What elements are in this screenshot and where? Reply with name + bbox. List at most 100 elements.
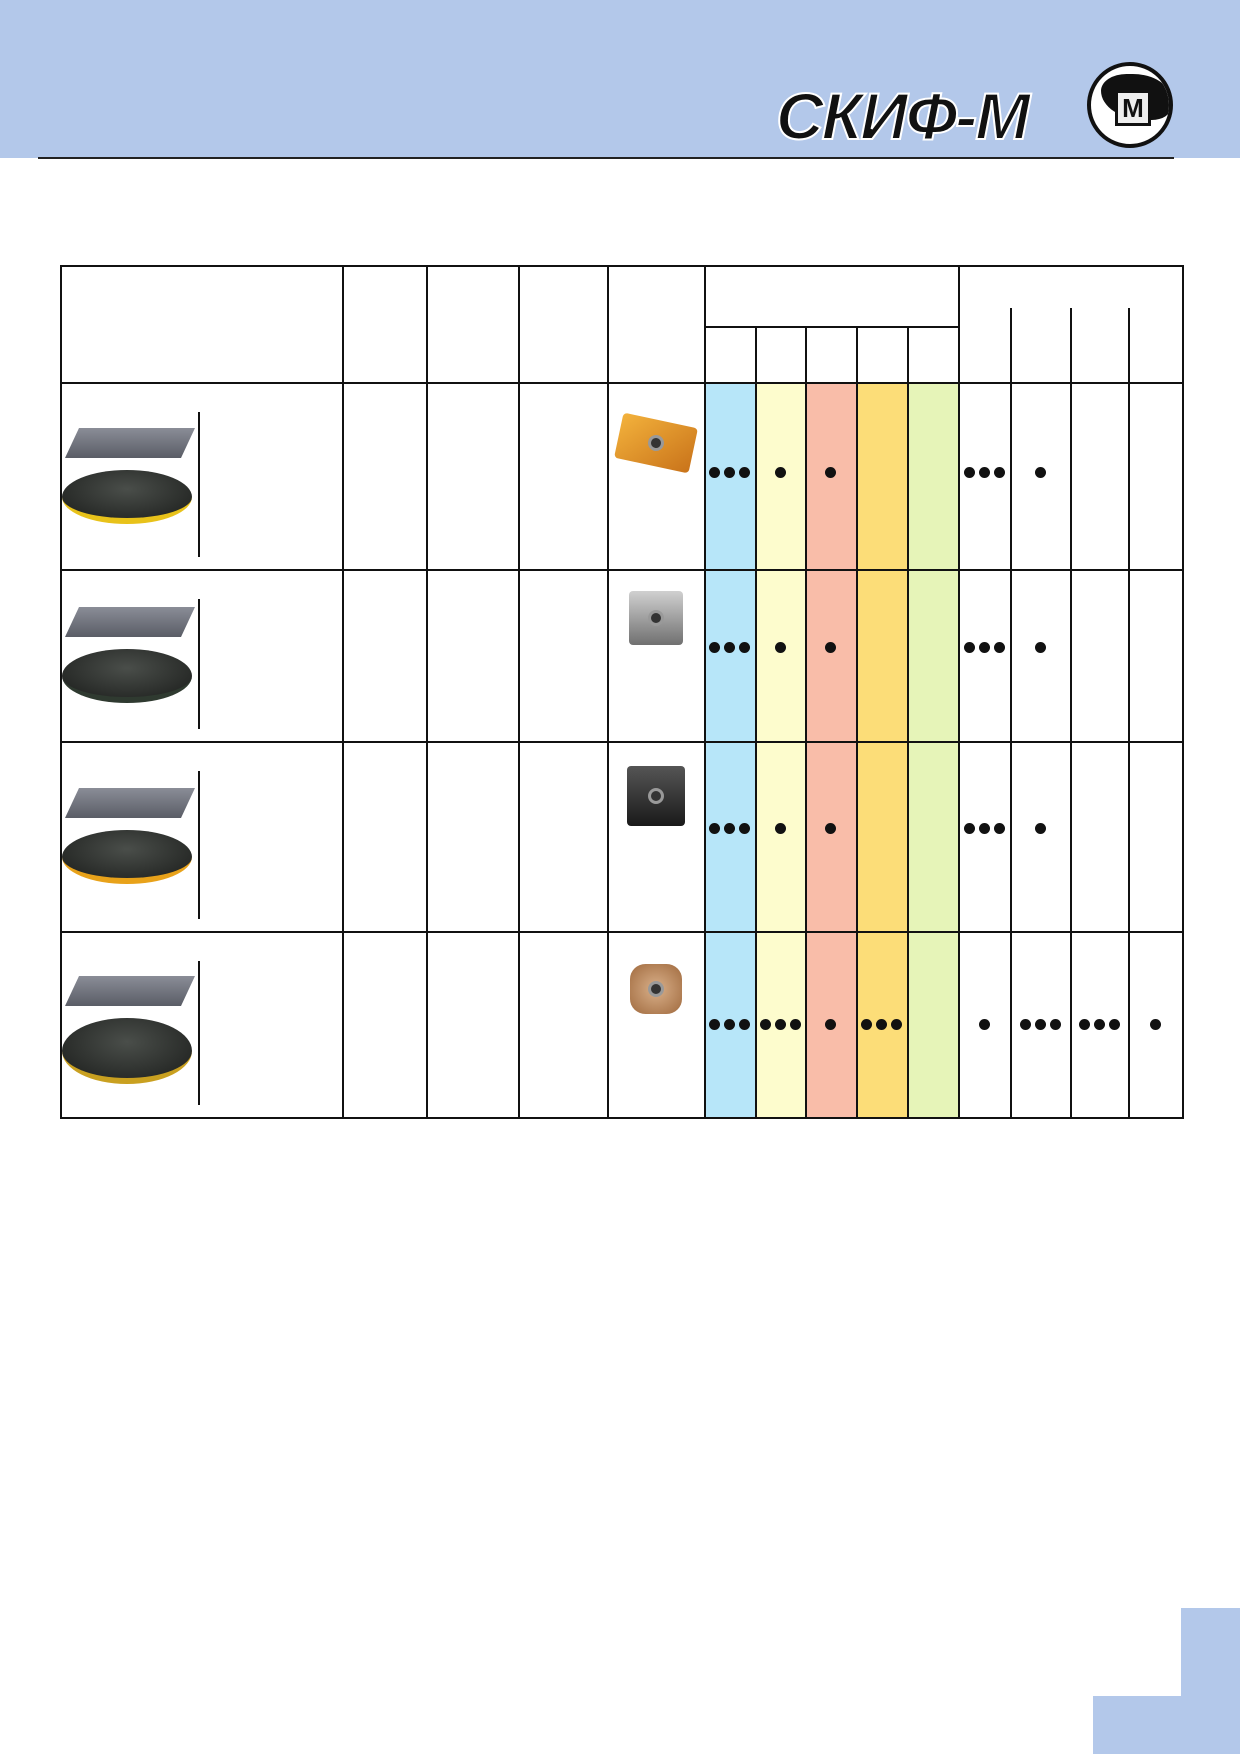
table-line [60,569,1184,571]
rating-dot [963,822,975,834]
table-line [1010,308,1012,1117]
rating-dot [993,822,1005,834]
rating-dot [963,641,975,653]
rating-dots [1070,1018,1128,1030]
milling-cutter-image [62,830,192,884]
rating-dot [1034,822,1046,834]
rating-dot [774,467,786,478]
rating-dot [1108,1018,1120,1030]
rating-dot [978,1018,990,1030]
rating-dot [963,467,975,478]
rating-dots [1010,467,1070,479]
table-line [958,265,960,1119]
rating-dot [993,641,1005,653]
rating-dot [724,822,735,834]
rating-dot [825,822,836,834]
milling-cutter-image [62,1018,192,1084]
rating-dot [739,641,750,653]
rating-dot [993,467,1005,478]
rating-dot [1019,1018,1031,1030]
rating-dots [805,822,856,834]
rating-dot [1149,1018,1161,1030]
rating-dot [978,822,990,834]
table-line [426,265,428,1119]
rating-dot [724,1018,735,1030]
rating-dot [825,641,836,653]
rating-dot [739,467,750,478]
rating-dots [958,641,1010,653]
grey-square-insert-image [628,591,683,645]
rating-dot [774,1018,786,1030]
table-line [755,327,757,1117]
rating-dots [755,641,805,653]
rating-dot [978,467,990,478]
rating-dot [709,467,720,478]
image-divider [198,412,200,557]
rating-dots [1010,822,1070,834]
rating-dots [958,1018,1010,1030]
rating-dots [1010,641,1070,653]
table-line [60,265,62,1119]
orange-square-insert-image [613,412,698,473]
rating-dot [739,822,750,834]
rating-dot [709,1018,720,1030]
rating-dot [1034,467,1046,478]
rating-dots [704,641,755,653]
table-line [60,1117,1184,1119]
rating-dots [805,641,856,653]
material-column-fill [856,382,907,1117]
rating-dot [789,1018,801,1030]
table-line [1070,308,1072,1117]
rating-dots [755,1018,805,1030]
rating-dot [876,1018,887,1030]
rating-dot [1078,1018,1090,1030]
image-divider [198,961,200,1105]
rating-dot [1034,1018,1046,1030]
rating-dot [724,641,735,653]
material-column-fill [907,382,958,1117]
octagonal-insert-image [629,964,682,1014]
header-rule [38,157,1174,159]
table-line [1128,308,1130,1117]
rating-dot [774,822,786,834]
table-line [607,265,609,1119]
logo: СКИФ-М [775,78,1031,154]
rating-dot [978,641,990,653]
rating-dots [704,822,755,834]
table-line [704,265,706,1119]
rating-dot [1034,641,1046,653]
logo-emblem: М [1087,62,1173,148]
workpiece-image [65,427,195,458]
rating-dot [739,1018,750,1030]
page-tab-base [1093,1696,1240,1754]
table-line [856,327,858,1117]
table-line [60,265,1184,267]
table-line [60,931,1184,933]
rating-dots [958,467,1010,479]
rating-dot [825,467,836,478]
table-line [60,741,1184,743]
image-divider [198,771,200,919]
material-column-fill [704,382,755,1117]
rating-dots [805,467,856,479]
workpiece-image [65,788,195,818]
rating-dots [958,822,1010,834]
workpiece-image [65,976,195,1006]
table-line [1182,265,1184,1119]
table-line [518,265,520,1119]
table-line [907,327,909,1117]
rating-dot [774,641,786,653]
rating-dot [825,1018,836,1030]
workpiece-image [65,607,195,637]
rating-dot [891,1018,902,1030]
black-square-insert-image [626,766,685,826]
page-tab [1181,1608,1240,1696]
rating-dots [755,467,805,479]
rating-dots [755,822,805,834]
milling-cutter-image [62,649,192,703]
rating-dots [1010,1018,1070,1030]
rating-dot [709,822,720,834]
table-line [805,327,807,1117]
table-line [704,326,958,328]
rating-dots [856,1018,907,1030]
